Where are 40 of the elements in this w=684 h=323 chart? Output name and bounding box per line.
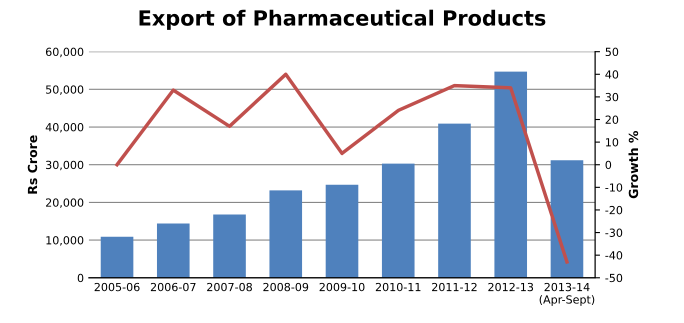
x-tick-label: 2008-09 [263, 282, 308, 292]
y-tick-label: 30,000 [46, 160, 84, 170]
y-tick-label: 40,000 [46, 123, 84, 133]
x-tick-label: 2005-06 [94, 282, 140, 292]
y-tick-label: 50,000 [46, 85, 84, 95]
bar [550, 160, 584, 278]
line-series [115, 72, 569, 264]
x-tick-label: 2006-07 [150, 282, 196, 292]
bar [382, 164, 415, 278]
y2-tick-label: 30 [606, 92, 618, 102]
y2-tick-label: -50 [605, 274, 622, 282]
y2-tick-label: 40 [605, 70, 618, 79]
y-tick-label: 0 [78, 274, 84, 282]
bar [100, 236, 134, 278]
x-tick-label: 2007-08 [207, 282, 252, 292]
y-tick-label: 60,000 [46, 48, 84, 58]
bar [438, 124, 471, 278]
y-tick-label: 10,000 [46, 236, 84, 246]
y2-tick-label: -20 [605, 206, 622, 214]
y2-tick-label: 50 [606, 48, 618, 56]
y2-tick-label: -30 [605, 228, 622, 237]
y2-tick-label: -40 [605, 251, 622, 260]
y2-tick-label: -10 [605, 183, 622, 192]
x-tick-label: 2013-14 (Apr-Sept) [540, 282, 594, 306]
bar [156, 224, 190, 278]
bar [269, 190, 302, 278]
y-axis-title: Rs Crore [28, 135, 38, 194]
x-tick-label: 2012-13 [488, 282, 534, 292]
x-tick-label: 2011-12 [432, 282, 477, 292]
bar [494, 72, 528, 278]
y2-tick-label: 10 [606, 138, 618, 146]
x-tick-label: 2010-11 [376, 282, 420, 292]
y2-axis-title: Growth % [628, 130, 638, 198]
x-tick-label: 2009-10 [320, 282, 364, 292]
chart-title: Export of Pharmaceutical Products [140, 10, 546, 30]
y-tick-label: 20,000 [46, 198, 84, 208]
y2-tick-label: 0 [606, 160, 612, 170]
bar [326, 184, 358, 278]
bar [213, 214, 246, 278]
y2-tick-label: 20 [606, 115, 618, 124]
